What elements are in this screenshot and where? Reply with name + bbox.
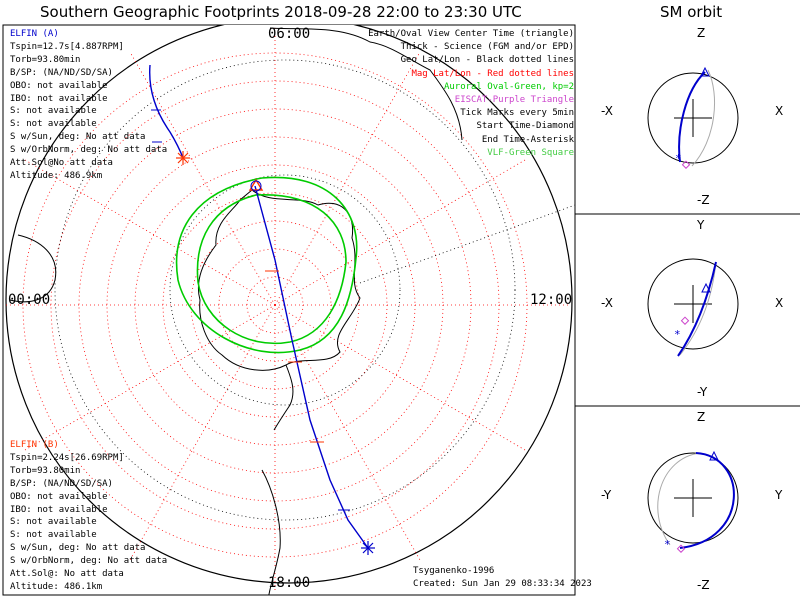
elfin-b-line: Tspin=2.24s[26.69RPM]	[10, 452, 124, 463]
legend-item: End Time-Asterisk	[481, 134, 574, 145]
auroral-oval	[175, 176, 358, 354]
elfin-a-line: S: not available	[10, 119, 97, 130]
earth-disk	[5, 25, 573, 584]
svg-text:*: *	[664, 538, 671, 551]
hour-bottom: 18:00	[268, 575, 311, 591]
elfin-b-line: S: not available	[10, 517, 97, 528]
elfin-b-line: Torb=93.80min	[10, 465, 81, 476]
legend-item: Tick Marks every 5min	[460, 108, 574, 119]
sm-panel-3: *	[647, 450, 739, 553]
elfin-a-line: Att.Sol@No att data	[10, 158, 113, 169]
elfin-b-line: IBO: not available	[10, 504, 108, 515]
hour-right: 12:00	[530, 292, 573, 308]
elfin-b-line: B/SP: (NA/ND/SD/SA)	[10, 478, 113, 489]
elfin-a-line: Altitude: 486.9km	[10, 170, 103, 181]
sm3-left-label: -Y	[601, 488, 612, 502]
sm1-top-label: Z	[697, 26, 706, 40]
elfin-b-line: S w/Sun, deg: No att data	[10, 543, 146, 554]
hour-left: 00:00	[8, 292, 51, 308]
end-asterisk-b	[361, 541, 375, 555]
elfin-b-heading: ELFIN (B)	[10, 440, 59, 450]
elfin-a-line: Torb=93.80min	[10, 54, 81, 65]
sm2-top-label: Y	[697, 218, 705, 232]
sm1-right-label: X	[775, 104, 784, 118]
elfin-a-line: S w/Sun, deg: No att data	[10, 132, 146, 143]
sm-title: SM orbit	[660, 3, 723, 21]
track-b-ticks	[265, 270, 324, 443]
sm-panel-1: *	[647, 66, 739, 169]
south-america-outline	[261, 469, 281, 595]
australia-outline	[269, 27, 463, 141]
legend-item: Start Time-Diamond	[476, 121, 574, 132]
elfin-b-line: Att.Sol@: No att data	[10, 569, 124, 580]
legend-item: VLF-Green Square	[487, 147, 574, 158]
mag-longitude-grid	[5, 25, 570, 590]
sm3-bottom-label: -Z	[697, 578, 710, 592]
antarctica-outline	[198, 189, 361, 371]
elfin-b-line: OBO: not available	[10, 491, 108, 502]
legend-item: Auroral Oval-Green, kp=2	[443, 81, 574, 92]
geo-grid	[54, 59, 575, 521]
elfin-b-line: S w/OrbNorm, deg: No att data	[10, 556, 168, 567]
africa-outline	[9, 234, 57, 303]
legend-item: Geo Lat/Lon - Black dotted lines	[400, 55, 574, 66]
svg-text:*: *	[675, 152, 682, 165]
legend-item: EISCAT-Purple Triangle	[454, 95, 574, 106]
sm1-left-label: -X	[601, 104, 613, 118]
sm3-right-label: Y	[775, 488, 783, 502]
created-timestamp: Created: Sun Jan 29 08:33:34 2023	[413, 578, 592, 589]
end-asterisk-a	[176, 151, 190, 165]
elfin-b-info: ELFIN (B) Tspin=2.24s[26.69RPM] Torb=93.…	[10, 439, 167, 594]
sm-panel-2: *	[647, 258, 739, 357]
elfin-a-heading: ELFIN (A)	[10, 29, 59, 39]
legend: Earth/Oval View Center Time (triangle) T…	[368, 28, 574, 160]
elfin-a-info: ELFIN (A) Tspin=12.7s[4.887RPM] Torb=93.…	[10, 28, 167, 183]
track-b	[254, 185, 369, 549]
elfin-b-line: S: not available	[10, 530, 97, 541]
legend-item: Mag Lat/Lon - Red dotted lines	[411, 68, 574, 79]
start-triangle	[248, 178, 264, 192]
elfin-b-line: Altitude: 486.1km	[10, 581, 103, 592]
sm2-left-label: -X	[601, 296, 613, 310]
sm1-bottom-label: -Z	[697, 193, 710, 207]
peninsula-outline	[273, 364, 294, 431]
legend-item: Thick - Science (FGM and/or EPD)	[400, 42, 574, 53]
sm2-bottom-label: -Y	[697, 385, 708, 399]
legend-item: Earth/Oval View Center Time (triangle)	[368, 29, 574, 39]
hour-top: 06:00	[268, 26, 311, 42]
page-title: Southern Geographic Footprints 2018-09-2…	[40, 3, 522, 21]
elfin-a-line: IBO: not available	[10, 93, 108, 104]
elfin-a-line: S w/OrbNorm, deg: No att data	[10, 145, 168, 156]
svg-text:*: *	[674, 328, 681, 341]
sm3-top-label: Z	[697, 410, 706, 424]
track-a-ticks	[151, 109, 162, 143]
elfin-a-line: OBO: not available	[10, 80, 108, 91]
model-name: Tsyganenko-1996	[413, 566, 495, 576]
elfin-a-line: Tspin=12.7s[4.887RPM]	[10, 41, 124, 52]
track-a	[148, 64, 184, 159]
sm2-right-label: X	[775, 296, 784, 310]
elfin-a-line: S: not available	[10, 106, 97, 117]
elfin-a-line: B/SP: (NA/ND/SD/SA)	[10, 67, 113, 78]
credits: Tsyganenko-1996 Created: Sun Jan 29 08:3…	[413, 565, 592, 591]
